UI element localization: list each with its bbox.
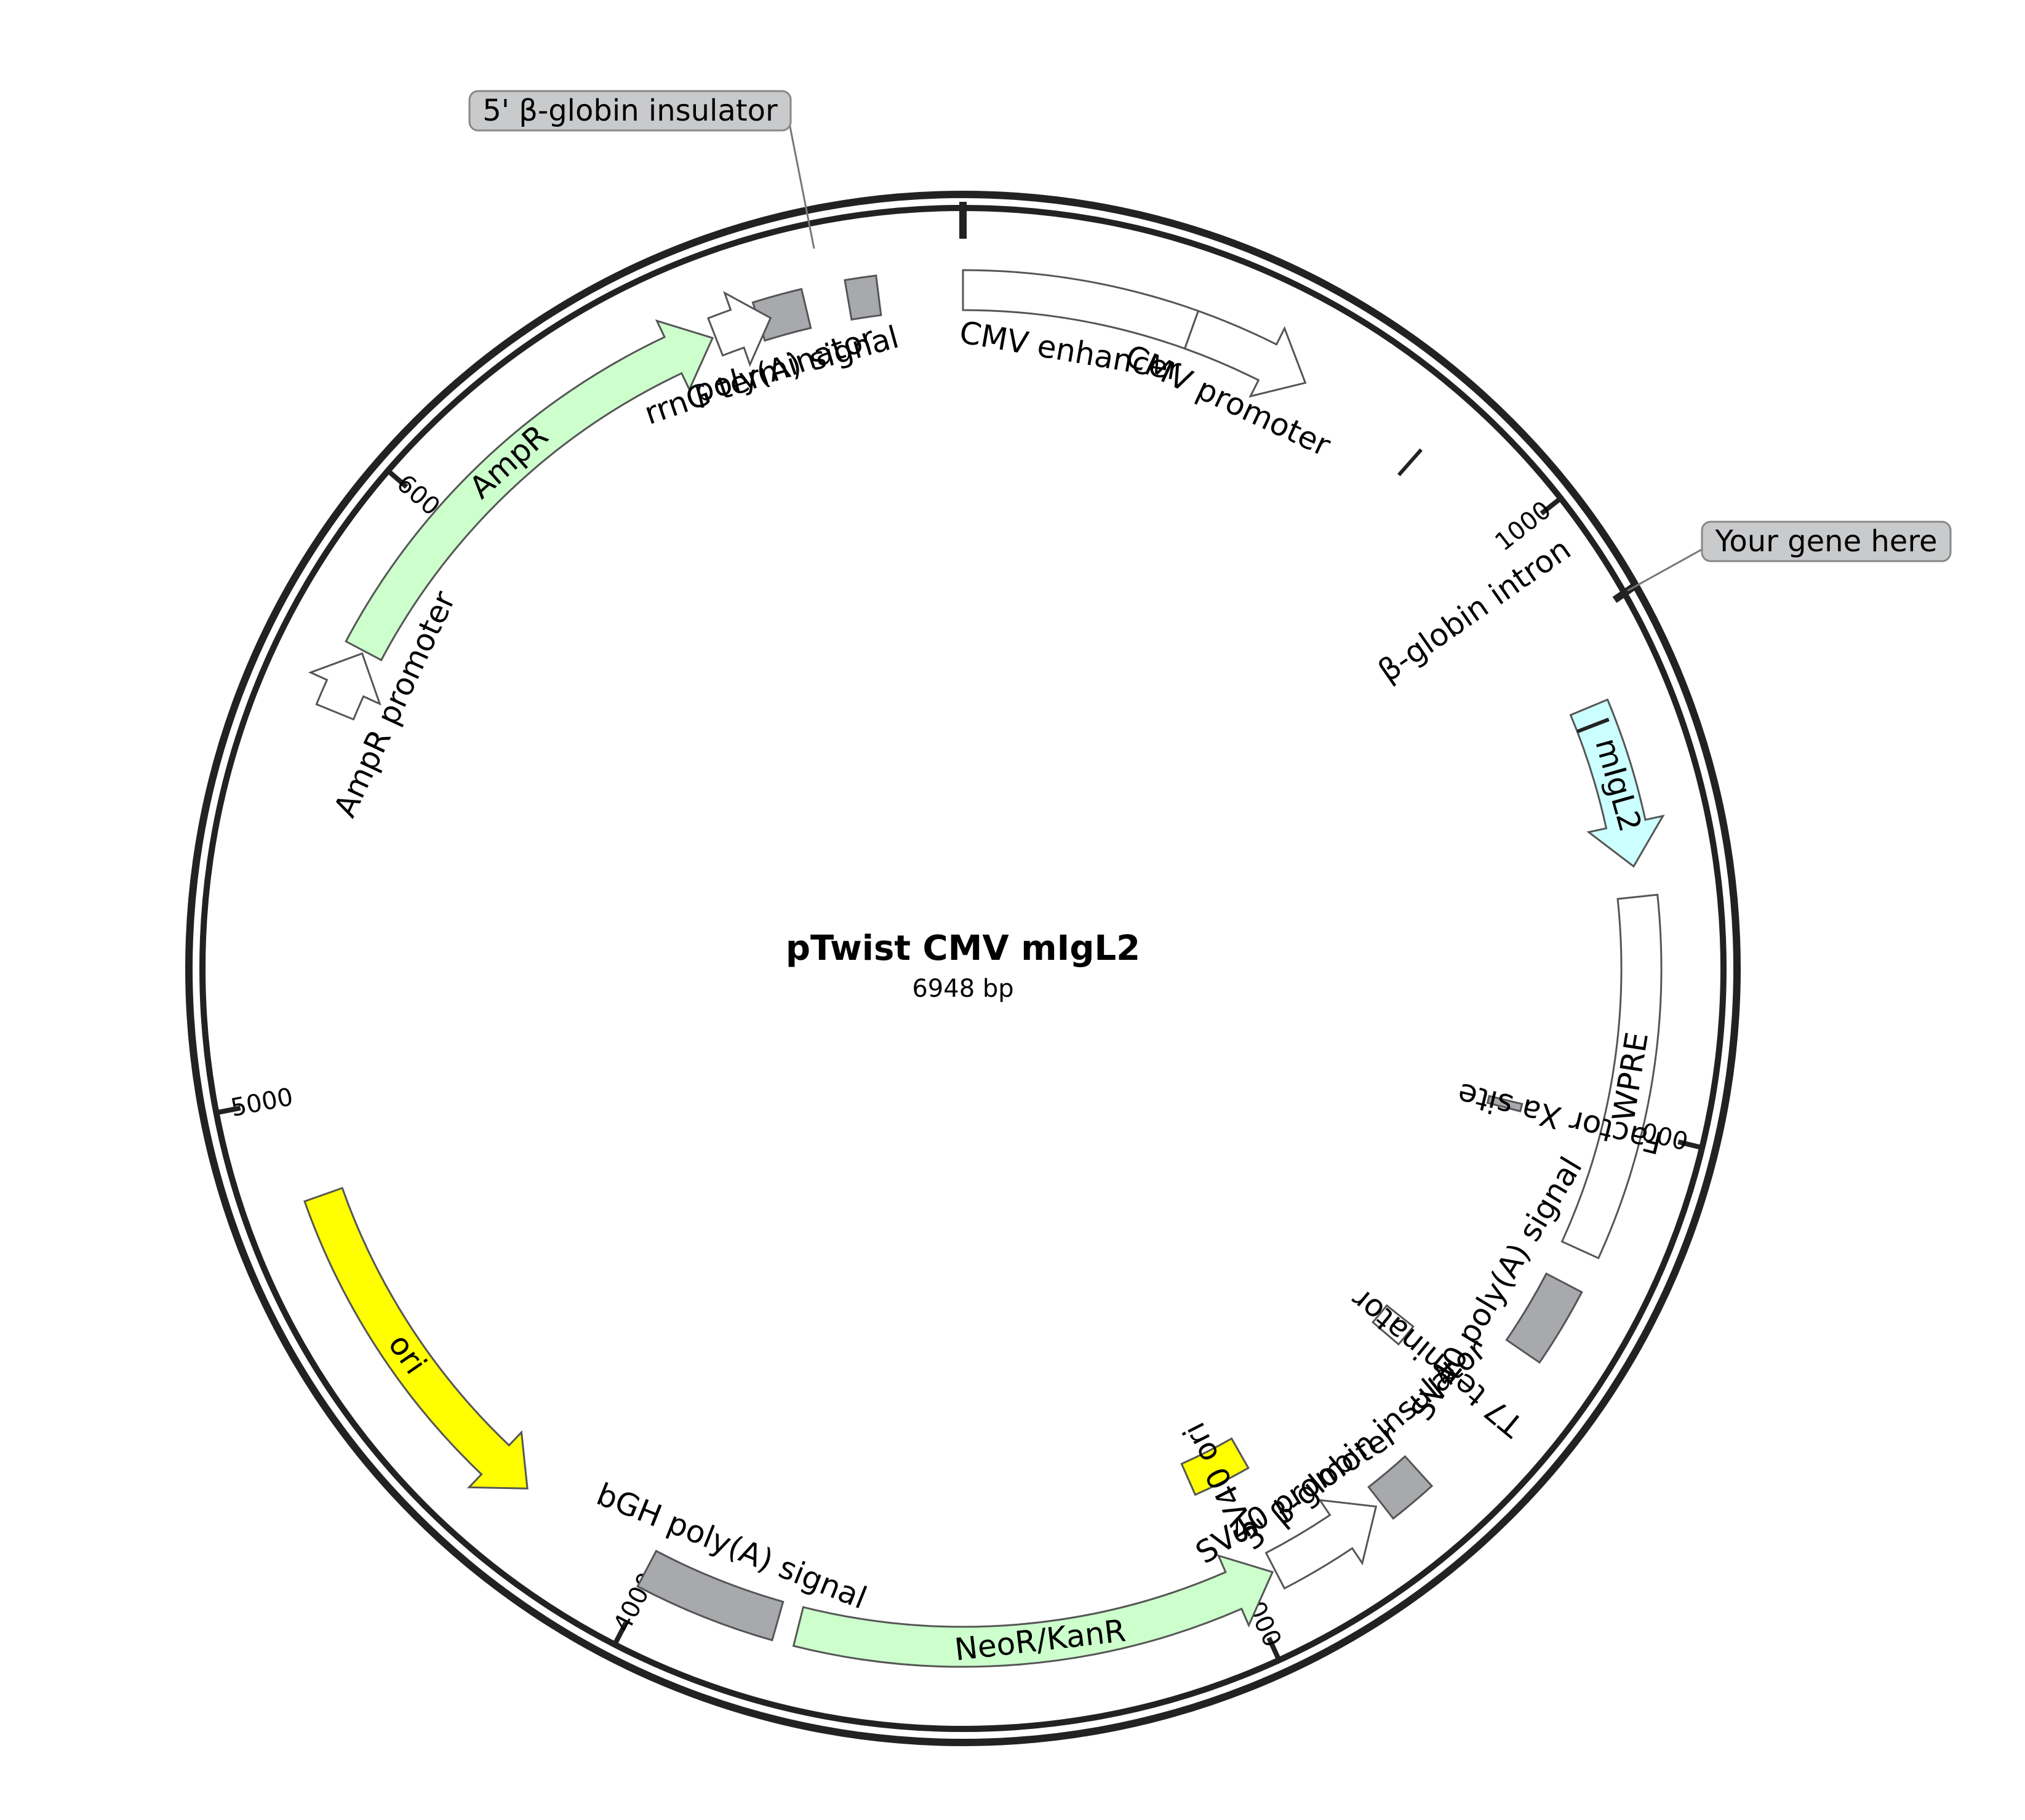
backbone-outer: [185, 191, 1741, 1746]
plasmid-name: pTwist CMV mIgL2: [786, 928, 1140, 968]
callout-5-insulator-label: 5' β-globin insulator: [482, 94, 778, 128]
feature-neor-kanr: [792, 1554, 1274, 1668]
backbone-inner: [199, 205, 1727, 1732]
feature-ampr-promoter: [308, 652, 381, 721]
marker-globin-intron: [1576, 717, 1610, 733]
feature-sv40-poly-a-signal: [1505, 1272, 1583, 1364]
tick-mark: [1266, 1637, 1282, 1661]
feature-ori: [303, 1186, 529, 1490]
feature-3-globin-insulator: [1367, 1455, 1434, 1520]
feature-box-1: [844, 274, 882, 321]
tick-mark: [1540, 496, 1562, 516]
feature-migl2: [1569, 698, 1665, 868]
tick-mark: [612, 1621, 628, 1646]
feature-poly-a-signal: [751, 287, 812, 342]
feature-rrng-terminator: [706, 290, 772, 367]
label-globin-intron: β-globin intron: [1372, 531, 1577, 689]
callout-your-gene: Your gene here: [1612, 521, 1952, 603]
marker-globin-intron: [1397, 448, 1423, 476]
callout-your-gene-label: Your gene here: [1714, 524, 1937, 559]
feature-sv40-promoter: [1264, 1499, 1378, 1590]
plasmid-size: 6948 bp: [912, 975, 1013, 1003]
tick-mark: [1677, 1139, 1703, 1151]
callout-5-insulator: 5' β-globin insulator: [468, 90, 815, 249]
feature-factor-xa-site: [1486, 1095, 1524, 1112]
feature-ampr: [345, 319, 714, 661]
tick-mark: [386, 469, 409, 489]
tick-label: 5000: [228, 1083, 295, 1122]
feature-t7-terminator: [1372, 1304, 1415, 1346]
feature-bgh-poly-a-signal: [636, 1549, 785, 1642]
feature-cmv-promoter: [1183, 309, 1307, 398]
feature-sv40-ori: [1180, 1437, 1250, 1496]
feature-wpre: [1560, 893, 1663, 1259]
tick-mark: [215, 1105, 241, 1116]
features: [303, 269, 1665, 1668]
